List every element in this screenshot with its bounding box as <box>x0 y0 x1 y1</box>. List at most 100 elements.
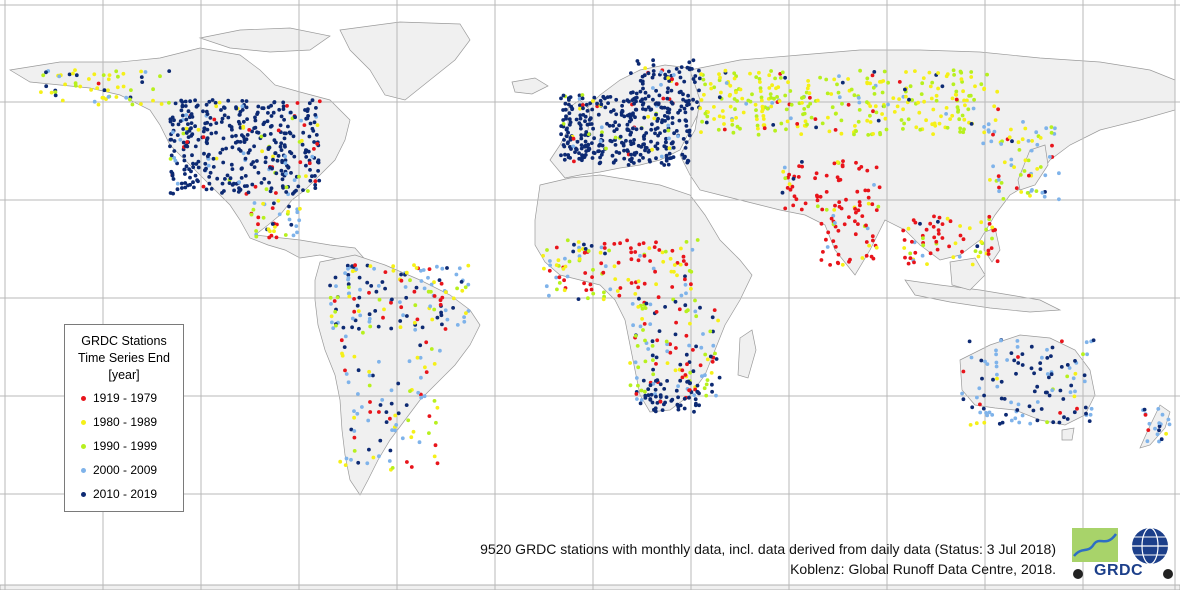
station-point <box>423 365 427 370</box>
station-point <box>687 360 692 364</box>
station-point <box>728 104 733 109</box>
station-point <box>399 272 403 277</box>
station-point <box>648 159 652 164</box>
station-point <box>762 126 767 131</box>
station-point <box>818 194 823 199</box>
station-point <box>819 221 824 226</box>
station-point <box>581 247 585 251</box>
station-point <box>883 116 888 121</box>
station-point <box>295 230 299 235</box>
station-point <box>982 393 986 398</box>
station-point <box>1164 431 1168 436</box>
station-point <box>1002 397 1007 401</box>
station-point <box>1029 344 1034 349</box>
station-point <box>652 245 657 250</box>
station-point <box>649 392 654 397</box>
station-point <box>684 262 689 267</box>
station-point <box>227 123 232 128</box>
station-point <box>644 131 649 135</box>
station-point <box>870 202 875 207</box>
station-point <box>860 214 865 219</box>
station-point <box>654 112 658 117</box>
station-point <box>668 342 672 347</box>
station-point <box>756 132 761 137</box>
station-point <box>354 267 359 272</box>
station-point <box>252 201 257 205</box>
station-point <box>571 249 576 254</box>
station-point <box>67 72 72 77</box>
station-point <box>1045 356 1050 360</box>
station-point <box>1020 413 1025 418</box>
station-point <box>634 107 639 112</box>
station-point <box>954 93 959 97</box>
station-point <box>824 237 828 242</box>
station-point <box>971 106 976 111</box>
station-point <box>730 122 735 127</box>
station-point <box>636 365 641 370</box>
station-point <box>340 351 344 356</box>
station-point <box>371 373 375 378</box>
station-point <box>656 102 661 107</box>
station-point <box>655 401 660 405</box>
station-point <box>694 344 698 349</box>
station-point <box>657 93 662 98</box>
station-point <box>967 339 972 344</box>
station-point <box>928 84 933 89</box>
station-point <box>556 258 561 263</box>
station-point <box>677 307 682 312</box>
station-point <box>588 282 593 287</box>
station-point <box>692 393 697 398</box>
station-point <box>682 396 687 401</box>
station-point <box>432 307 437 312</box>
station-point <box>878 80 882 84</box>
station-point <box>865 80 869 85</box>
station-point <box>429 282 434 287</box>
station-point <box>693 80 697 84</box>
station-point <box>266 227 271 232</box>
station-point <box>186 109 191 114</box>
station-point <box>789 102 794 107</box>
station-point <box>613 143 618 147</box>
station-point <box>601 297 606 302</box>
station-point <box>734 90 738 95</box>
station-point <box>662 114 667 118</box>
station-point <box>1042 194 1047 199</box>
station-point <box>658 131 662 136</box>
station-point <box>1071 376 1076 381</box>
station-point <box>220 116 225 121</box>
station-point <box>557 275 562 280</box>
logo-eagle-right-icon <box>1163 569 1173 579</box>
station-point <box>648 322 653 326</box>
station-point <box>234 105 238 110</box>
station-point <box>343 271 347 275</box>
station-point <box>678 378 683 383</box>
station-point <box>697 88 701 93</box>
station-point <box>904 94 908 99</box>
station-point <box>304 163 308 168</box>
station-point <box>961 89 965 94</box>
station-point <box>358 313 363 318</box>
station-point <box>559 124 564 128</box>
station-point <box>642 281 647 286</box>
station-point <box>1009 351 1014 355</box>
station-point <box>636 383 640 388</box>
station-point <box>307 134 312 139</box>
station-point <box>284 185 289 190</box>
station-point <box>936 86 940 91</box>
station-point <box>617 123 621 128</box>
station-point <box>575 139 580 144</box>
station-point <box>214 156 219 161</box>
station-point <box>252 165 257 170</box>
station-point <box>572 159 576 164</box>
station-point <box>686 308 690 313</box>
station-point <box>748 71 752 76</box>
station-point <box>301 130 306 135</box>
station-point <box>443 327 448 331</box>
station-point <box>580 153 584 158</box>
station-point <box>865 168 870 173</box>
station-point <box>264 187 269 192</box>
station-point <box>820 207 825 212</box>
station-point <box>852 132 856 137</box>
legend-label: 1919 - 1979 <box>93 391 158 405</box>
station-point <box>219 120 224 124</box>
